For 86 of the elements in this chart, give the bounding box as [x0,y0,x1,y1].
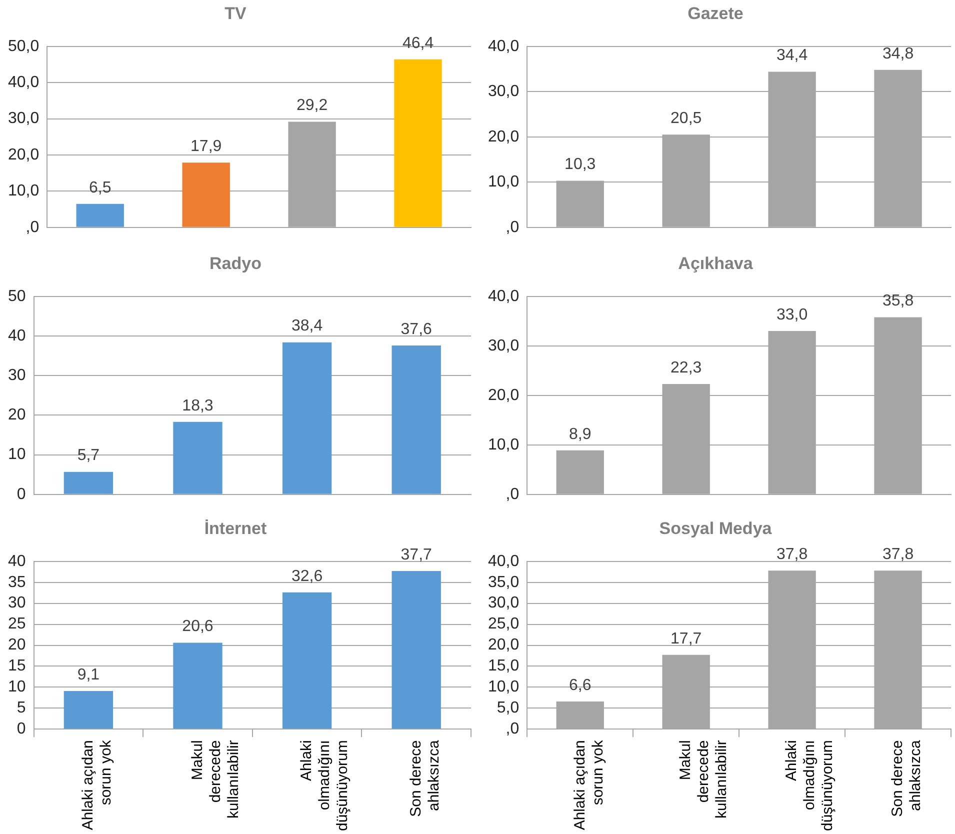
bar [282,342,332,494]
y-tick-label: 0 [16,486,26,503]
y-tick-label: 40,0 [488,38,520,55]
data-label: 37,7 [400,546,432,564]
y-tick-label: 40,0 [8,74,40,92]
x-tick-label: Ahlaki açıdan sorun yok [80,740,115,830]
x-tick-label: Ahlaki açıdan sorun yok [571,740,606,830]
y-tick-label: 40 [8,552,26,570]
data-label: 33,0 [776,306,808,324]
y-tick-label: 40,0 [488,288,520,305]
data-label: 6,6 [569,676,592,694]
bar [173,642,222,729]
y-tick-label: 50 [8,288,26,305]
y-tick-label: 10,0 [488,174,520,191]
data-label: 34,8 [882,45,914,62]
data-label: 17,9 [190,138,222,156]
y-tick-label: 30,0 [488,594,520,612]
data-label: 18,3 [182,397,214,414]
data-label: 5,7 [77,447,100,464]
data-label: 29,2 [296,97,328,114]
y-tick-label: 40 [8,327,26,344]
y-tick-label: 20 [8,636,26,654]
y-tick-label: 10 [8,678,26,696]
y-tick-label: 5 [16,700,26,717]
bar [64,472,114,494]
y-tick-label: ,0 [506,486,520,503]
bar [64,690,114,729]
y-tick-label: 15 [8,658,26,675]
chart-title: Sosyal Medya [659,518,772,538]
y-tick-label: 20,0 [488,128,520,146]
y-tick-label: 35,0 [488,574,520,591]
y-tick-label: 10,0 [488,678,520,696]
y-tick-label: 20,0 [8,146,40,164]
bar [282,592,332,729]
data-label: 34,4 [776,47,808,64]
data-label: 35,8 [882,292,914,310]
data-label: 46,4 [402,34,434,52]
data-label: 9,1 [77,666,100,684]
y-tick-label: ,0 [506,720,520,738]
x-tick-label: Makul derecede kullanılabilir [677,740,730,818]
y-tick-label: 40,0 [488,552,520,570]
chart-title: İnternet [204,518,268,538]
y-tick-label: 50,0 [8,38,40,55]
y-tick-label: 15,0 [488,658,520,675]
y-tick-label: 30,0 [8,110,40,128]
y-tick-label: ,0 [506,218,520,236]
data-label: 20,5 [670,110,702,128]
y-tick-label: 35 [8,574,26,591]
data-label: 32,6 [291,568,323,585]
chart-title: Radyo [210,254,262,273]
y-tick-label: 20,0 [488,636,520,654]
y-tick-label: 10 [8,446,26,464]
data-label: 8,9 [569,426,592,443]
y-tick-label: 20 [8,406,26,424]
data-label: 37,6 [400,320,432,338]
x-tick-label: Son derece ahlaksızca [407,739,442,817]
data-label: 20,6 [182,618,214,636]
data-label: 38,4 [291,318,323,335]
bar [394,59,442,227]
data-label: 37,8 [776,546,808,564]
bar [76,204,124,227]
y-tick-label: 10,0 [488,436,520,454]
data-label: 17,7 [670,630,702,648]
x-tick-label: Makul derecede kullanılabilir [188,740,242,818]
chart-title: TV [224,4,248,23]
data-label: 10,3 [564,156,596,174]
data-label: 22,3 [670,359,702,376]
y-tick-label: ,0 [26,218,40,236]
bar [173,422,222,494]
y-tick-label: 25,0 [488,616,520,633]
y-tick-label: 5,0 [496,700,520,717]
y-tick-label: 0 [16,720,26,738]
chart-title: Açıkhava [678,254,754,273]
y-tick-label: 20,0 [488,386,520,404]
y-tick-label: 30,0 [488,83,520,100]
y-tick-label: 10,0 [8,182,40,200]
y-tick-label: 30 [8,367,26,384]
bar [392,346,441,494]
data-label: 37,8 [882,546,914,564]
y-tick-label: 25 [8,616,26,633]
bar [392,571,441,729]
y-tick-label: 30,0 [488,337,520,354]
chart-title: Gazete [688,4,744,23]
bar [182,162,230,227]
data-label: 6,5 [89,179,112,196]
y-tick-label: 30 [8,594,26,612]
